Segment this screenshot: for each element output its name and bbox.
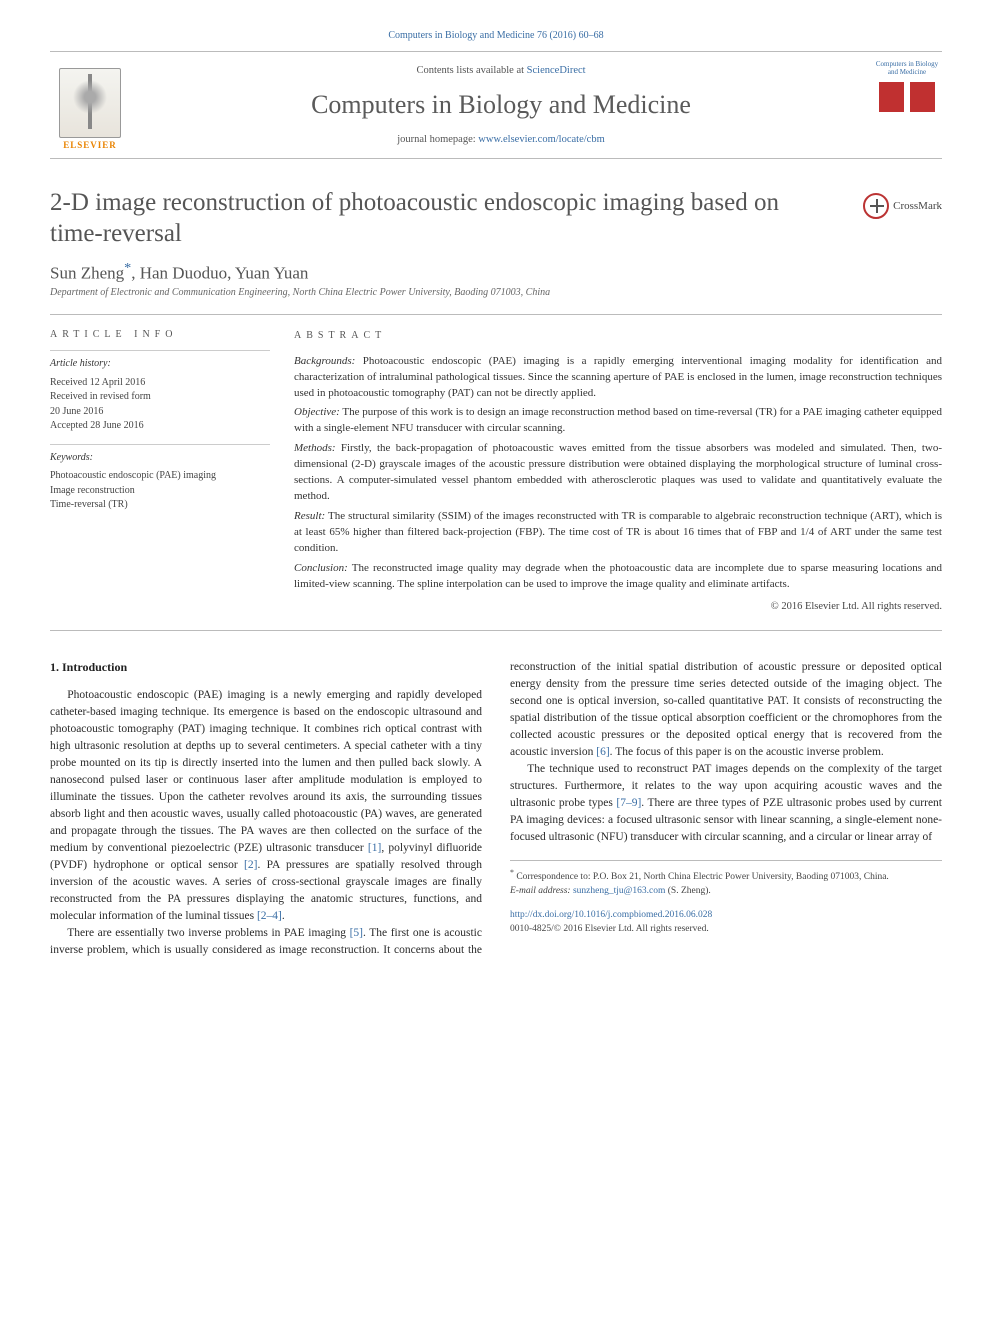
publisher-label: ELSEVIER — [63, 140, 117, 150]
ref-link-2[interactable]: [2] — [244, 859, 257, 871]
intro-para-1: Photoacoustic endoscopic (PAE) imaging i… — [50, 687, 482, 925]
title-row: 2-D image reconstruction of photoacousti… — [50, 187, 942, 250]
ref-link-5[interactable]: [5] — [350, 927, 363, 939]
body-two-column: 1. Introduction Photoacoustic endoscopic… — [50, 659, 942, 959]
abs-text: The purpose of this work is to design an… — [294, 406, 942, 434]
email-link[interactable]: sunzheng_tju@163.com — [573, 886, 665, 896]
header-center: Contents lists available at ScienceDirec… — [130, 65, 872, 145]
p3a: There are essentially two inverse proble… — [67, 927, 349, 939]
thumb-art-icon — [879, 82, 935, 112]
doi-link[interactable]: http://dx.doi.org/10.1016/j.compbiomed.2… — [510, 908, 942, 922]
p1c: . PA pressures — [257, 859, 335, 871]
journal-cover-thumb: Computers in Biology and Medicine — [872, 60, 942, 150]
crossmark[interactable]: CrossMark — [863, 193, 942, 219]
elsevier-tree-icon — [59, 68, 121, 138]
abs-text: The reconstructed image quality may degr… — [294, 562, 942, 590]
email-label: E-mail address: — [510, 886, 573, 896]
email-suffix: (S. Zheng). — [665, 886, 710, 896]
keyword: Time-reversal (TR) — [50, 498, 270, 513]
top-citation: Computers in Biology and Medicine 76 (20… — [50, 30, 942, 41]
history-line: Received in revised form — [50, 390, 270, 405]
homepage-label: journal homepage: — [397, 134, 478, 145]
article-title: 2-D image reconstruction of photoacousti… — [50, 187, 830, 250]
crossmark-icon — [863, 193, 889, 219]
homepage-line: journal homepage: www.elsevier.com/locat… — [130, 134, 872, 145]
section-intro-head: 1. Introduction — [50, 659, 482, 677]
ref-link-1[interactable]: [1] — [368, 842, 381, 854]
abs-text: Photoacoustic endoscopic (PAE) imaging i… — [294, 355, 942, 399]
elsevier-logo: ELSEVIER — [50, 60, 130, 150]
ref-link-6[interactable]: [6] — [596, 746, 609, 758]
abs-label: Methods: — [294, 442, 336, 454]
issn-copyright: 0010-4825/© 2016 Elsevier Ltd. All right… — [510, 922, 942, 936]
abs-label: Conclusion: — [294, 562, 348, 574]
corr-text: Correspondence to: P.O. Box 21, North Ch… — [516, 872, 888, 882]
history-line: Accepted 28 June 2016 — [50, 419, 270, 434]
affiliation: Department of Electronic and Communicati… — [50, 287, 942, 298]
corr-footnote: * Correspondence to: P.O. Box 21, North … — [510, 867, 942, 884]
journal-name: Computers in Biology and Medicine — [130, 90, 872, 120]
corr-star-icon: * — [510, 868, 514, 877]
abs-label: Objective: — [294, 406, 340, 418]
p2b: . — [282, 910, 285, 922]
p3c: . The focus of this paper is on the acou… — [610, 746, 884, 758]
email-footnote: E-mail address: sunzheng_tju@163.com (S.… — [510, 885, 942, 898]
contents-line: Contents lists available at ScienceDirec… — [130, 65, 872, 76]
page: Computers in Biology and Medicine 76 (20… — [0, 0, 992, 999]
author-primary: Sun Zheng — [50, 263, 124, 282]
abs-text: Firstly, the back-propagation of photoac… — [294, 442, 942, 502]
footnotes: * Correspondence to: P.O. Box 21, North … — [510, 860, 942, 898]
thumb-title: Computers in Biology and Medicine — [872, 60, 942, 76]
sciencedirect-link[interactable]: ScienceDirect — [527, 65, 586, 76]
abstract-head: ABSTRACT — [294, 329, 942, 344]
contents-prefix: Contents lists available at — [416, 65, 526, 76]
abstract-objective: Objective: The purpose of this work is t… — [294, 405, 942, 437]
abs-text: The structural similarity (SSIM) of the … — [294, 510, 942, 554]
doi-anchor[interactable]: http://dx.doi.org/10.1016/j.compbiomed.2… — [510, 910, 712, 920]
abstract-methods: Methods: Firstly, the back-propagation o… — [294, 441, 942, 505]
history-line: 20 June 2016 — [50, 405, 270, 420]
article-info-head: ARTICLE INFO — [50, 329, 270, 340]
abstract-result: Result: The structural similarity (SSIM)… — [294, 509, 942, 557]
authors-rest: , Han Duoduo, Yuan Yuan — [131, 263, 308, 282]
history-line: Received 12 April 2016 — [50, 376, 270, 391]
abs-label: Backgrounds: — [294, 355, 355, 367]
abstract: ABSTRACT Backgrounds: Photoacoustic endo… — [294, 329, 942, 614]
keywords-block: Keywords: Photoacoustic endoscopic (PAE)… — [50, 444, 270, 513]
article-history: Article history: Received 12 April 2016 … — [50, 350, 270, 434]
crossmark-label: CrossMark — [893, 200, 942, 212]
authors: Sun Zheng*, Han Duoduo, Yuan Yuan — [50, 260, 942, 284]
info-abstract-block: ARTICLE INFO Article history: Received 1… — [50, 314, 942, 631]
abs-label: Result: — [294, 510, 325, 522]
abstract-backgrounds: Backgrounds: Photoacoustic endoscopic (P… — [294, 354, 942, 402]
abstract-copyright: © 2016 Elsevier Ltd. All rights reserved… — [294, 599, 942, 614]
homepage-link[interactable]: www.elsevier.com/locate/cbm — [478, 134, 604, 145]
abstract-conclusion: Conclusion: The reconstructed image qual… — [294, 561, 942, 593]
keywords-label: Keywords: — [50, 444, 270, 466]
keyword: Photoacoustic endoscopic (PAE) imaging — [50, 469, 270, 484]
journal-header: ELSEVIER Contents lists available at Sci… — [50, 51, 942, 159]
history-label: Article history: — [50, 350, 270, 372]
ref-link-7-9[interactable]: [7–9] — [616, 797, 641, 809]
ref-link-2-4[interactable]: [2–4] — [257, 910, 282, 922]
keyword: Image reconstruction — [50, 484, 270, 499]
intro-para-3: The technique used to reconstruct PAT im… — [510, 761, 942, 846]
article-info: ARTICLE INFO Article history: Received 1… — [50, 329, 294, 614]
p1a: Photoacoustic endoscopic (PAE) imaging i… — [50, 689, 482, 854]
